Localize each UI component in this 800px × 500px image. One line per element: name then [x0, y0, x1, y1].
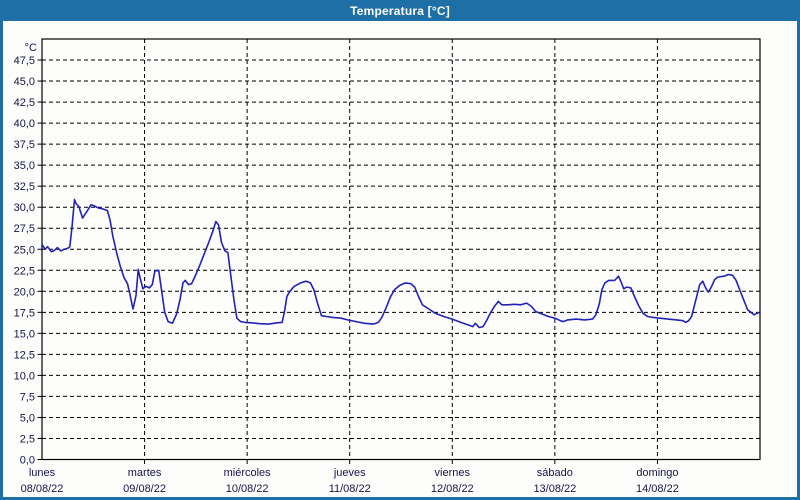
y-tick-label: 10,0	[14, 370, 35, 382]
y-axis-unit-label: °C	[25, 42, 37, 54]
y-tick-label: 47,5	[14, 55, 35, 67]
y-tick-label: 35,0	[14, 160, 35, 172]
x-date-label: 09/08/22	[123, 483, 166, 495]
y-tick-label: 25,0	[14, 244, 35, 256]
temperature-line-chart: 0,0 2,5 5,0 7,5 10,0 12,5 15,0 17,5 20,0 22,5 25,0…	[14, 38, 761, 495]
x-day-label: martes	[128, 467, 162, 479]
y-tick-label: 2,5	[20, 433, 35, 445]
y-tick-label: 45,0	[14, 76, 35, 88]
y-tick-label: 20,0	[14, 286, 35, 298]
x-day-label: jueves	[333, 467, 366, 479]
x-day-label: lunes	[29, 467, 56, 479]
plot-border	[41, 38, 761, 461]
y-tick-label: 0,0	[20, 455, 35, 467]
y-tick-label: 22,5	[14, 265, 35, 277]
x-date-label: 14/08/22	[636, 483, 679, 495]
x-day-label: viernes	[435, 467, 471, 479]
x-day-label: miércoles	[224, 467, 272, 479]
y-tick-label: 17,5	[14, 307, 35, 319]
x-day-label: domingo	[636, 467, 678, 479]
y-tick-label: 12,5	[14, 349, 35, 361]
y-tick-label: 30,0	[14, 202, 35, 214]
y-tick-label: 37,5	[14, 139, 35, 151]
y-tick-label: 42,5	[14, 97, 35, 109]
y-tick-label: 40,0	[14, 118, 35, 130]
x-date-label: 12/08/22	[431, 483, 474, 495]
chart-title: Temperatura [°C]	[350, 3, 450, 18]
y-tick-label: 15,0	[14, 328, 35, 340]
y-tick-label: 5,0	[20, 412, 35, 424]
x-date-label: 11/08/22	[329, 483, 371, 495]
y-tick-label: 32,5	[14, 181, 35, 193]
title-bar: Temperatura [°C]	[3, 0, 797, 21]
temperature-series-line	[41, 198, 761, 329]
x-date-label: 10/08/22	[226, 483, 269, 495]
x-date-label: 08/08/22	[21, 483, 64, 495]
y-tick-label: 27,5	[14, 223, 35, 235]
chart-panel: 0,0 2,5 5,0 7,5 10,0 12,5 15,0 17,5 20,0 22,5 25,0…	[3, 21, 797, 497]
x-date-label: 13/08/22	[533, 483, 576, 495]
y-tick-label: 7,5	[20, 391, 35, 403]
x-day-label: sábado	[537, 467, 573, 479]
